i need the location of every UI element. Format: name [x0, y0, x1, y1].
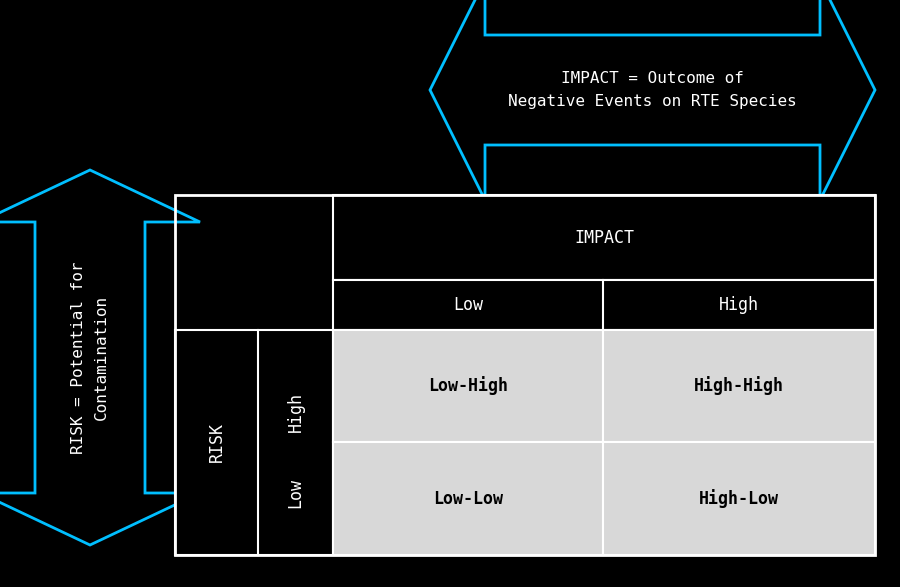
Polygon shape: [430, 0, 875, 200]
Text: RISK = Potential for
Contamination: RISK = Potential for Contamination: [71, 261, 109, 454]
Bar: [333, 195, 875, 280]
Text: Low-Low: Low-Low: [433, 490, 503, 508]
Bar: [333, 442, 603, 555]
Bar: [333, 280, 875, 330]
Bar: [603, 330, 875, 442]
Bar: [333, 330, 603, 442]
Text: IMPACT = Outcome of
Negative Events on RTE Species: IMPACT = Outcome of Negative Events on R…: [508, 72, 796, 109]
Bar: [175, 330, 333, 555]
Polygon shape: [0, 170, 200, 545]
Bar: [603, 442, 875, 555]
Text: High-High: High-High: [694, 376, 784, 396]
Text: High-Low: High-Low: [699, 489, 779, 508]
Text: Low-High: Low-High: [428, 376, 508, 396]
Text: High: High: [286, 393, 304, 433]
Text: Low: Low: [453, 296, 483, 314]
Text: RISK: RISK: [208, 423, 226, 463]
Bar: [175, 195, 875, 555]
Text: IMPACT: IMPACT: [574, 228, 634, 247]
Text: Low: Low: [286, 477, 304, 508]
Text: High: High: [719, 296, 759, 314]
